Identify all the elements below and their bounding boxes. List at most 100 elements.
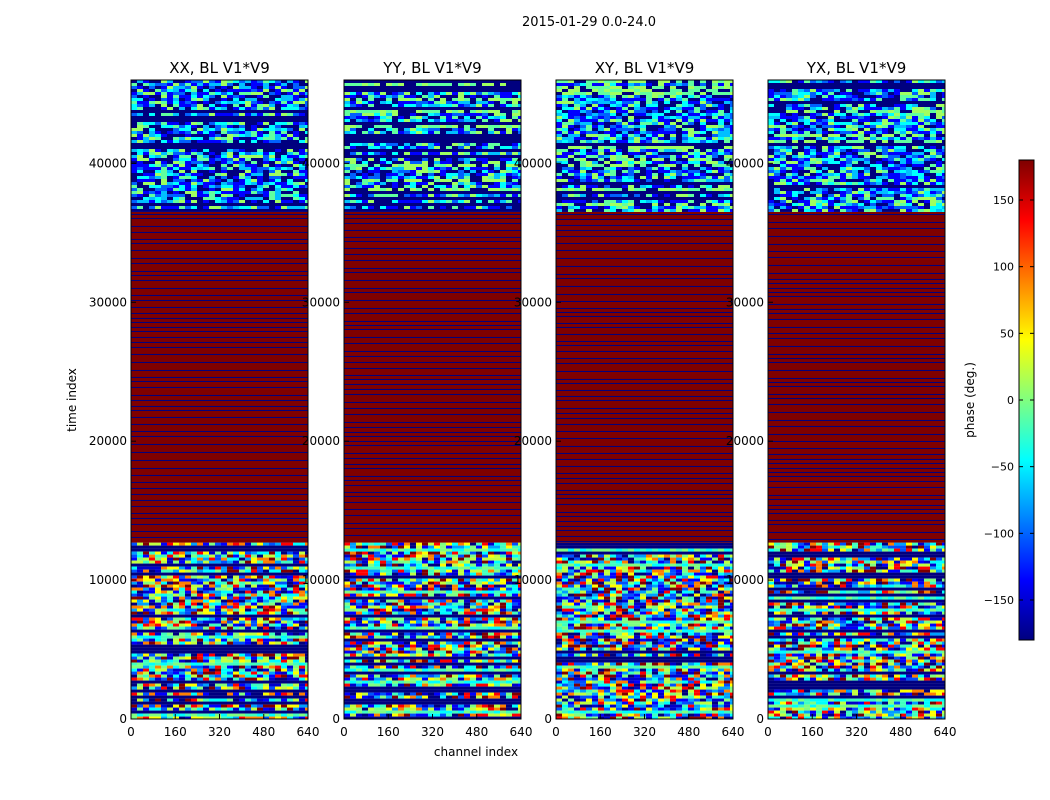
cell bbox=[446, 575, 452, 579]
cell bbox=[263, 95, 269, 98]
cell bbox=[179, 80, 185, 83]
cell bbox=[374, 710, 380, 714]
cell bbox=[161, 602, 167, 606]
cell bbox=[197, 554, 203, 558]
cell bbox=[167, 134, 173, 137]
cell bbox=[155, 581, 161, 585]
cell bbox=[293, 575, 299, 579]
cell bbox=[161, 566, 167, 570]
cell bbox=[299, 692, 305, 696]
cell bbox=[239, 566, 245, 570]
cell bbox=[143, 98, 149, 101]
cell bbox=[488, 629, 494, 633]
cell bbox=[452, 653, 458, 657]
cell bbox=[161, 587, 167, 591]
cell bbox=[287, 692, 293, 696]
cell bbox=[368, 626, 374, 630]
cell bbox=[281, 554, 287, 558]
cell bbox=[488, 671, 494, 675]
cell bbox=[167, 128, 173, 131]
cell bbox=[155, 698, 161, 702]
cell bbox=[161, 113, 167, 116]
cell bbox=[209, 698, 215, 702]
cell bbox=[257, 563, 263, 567]
cell bbox=[368, 707, 374, 711]
cell bbox=[155, 575, 161, 579]
cell bbox=[245, 170, 251, 173]
cell bbox=[392, 542, 398, 546]
cell bbox=[227, 110, 233, 113]
cell bbox=[416, 710, 422, 714]
cell bbox=[416, 563, 422, 567]
cell bbox=[221, 86, 227, 89]
cell bbox=[149, 152, 155, 155]
cell bbox=[233, 188, 239, 191]
cell bbox=[452, 593, 458, 597]
cell bbox=[149, 125, 155, 128]
cell bbox=[287, 668, 293, 672]
cell bbox=[305, 116, 308, 119]
cell bbox=[221, 209, 227, 212]
cell bbox=[293, 110, 299, 113]
cell bbox=[374, 563, 380, 567]
cell bbox=[440, 644, 446, 648]
cell bbox=[506, 608, 512, 612]
cell bbox=[221, 647, 227, 651]
cell bbox=[386, 707, 392, 711]
cell bbox=[209, 113, 215, 116]
cell bbox=[275, 95, 281, 98]
cell bbox=[131, 548, 137, 552]
cell bbox=[155, 164, 161, 167]
cell bbox=[209, 659, 215, 663]
cell bbox=[494, 707, 500, 711]
cell bbox=[233, 92, 239, 95]
cell bbox=[287, 89, 293, 92]
cell bbox=[197, 209, 203, 212]
cell bbox=[203, 644, 209, 648]
cell bbox=[191, 98, 197, 101]
cell bbox=[191, 680, 197, 684]
cell bbox=[173, 107, 179, 110]
cell bbox=[137, 605, 143, 609]
cell bbox=[281, 656, 287, 660]
cell bbox=[185, 155, 191, 158]
cell bbox=[179, 593, 185, 597]
cell bbox=[215, 89, 221, 92]
cell bbox=[173, 176, 179, 179]
cell bbox=[203, 572, 209, 576]
cell bbox=[305, 674, 308, 678]
cell bbox=[422, 692, 428, 696]
cell bbox=[191, 638, 197, 642]
cell bbox=[179, 623, 185, 627]
cell bbox=[416, 608, 422, 612]
cell bbox=[239, 194, 245, 197]
cell bbox=[506, 611, 512, 615]
cell bbox=[161, 551, 167, 555]
cell bbox=[398, 548, 404, 552]
cell bbox=[269, 623, 275, 627]
cell bbox=[263, 572, 269, 576]
cell bbox=[263, 557, 269, 561]
cell bbox=[512, 563, 518, 567]
cell bbox=[191, 146, 197, 149]
cell bbox=[488, 542, 494, 546]
cell bbox=[173, 707, 179, 711]
cell bbox=[494, 569, 500, 573]
cell bbox=[131, 593, 137, 597]
cell bbox=[179, 158, 185, 161]
cell bbox=[293, 545, 299, 549]
cell bbox=[287, 143, 293, 146]
cell bbox=[155, 593, 161, 597]
cell bbox=[215, 143, 221, 146]
cell bbox=[440, 548, 446, 552]
cell bbox=[185, 161, 191, 164]
cell bbox=[482, 638, 488, 642]
cell bbox=[131, 146, 137, 149]
cell bbox=[344, 656, 350, 660]
phase-wrap-row bbox=[344, 407, 521, 409]
cell bbox=[476, 671, 482, 675]
cell bbox=[512, 635, 518, 639]
cell bbox=[227, 176, 233, 179]
cell bbox=[221, 113, 227, 116]
cell bbox=[506, 578, 512, 582]
